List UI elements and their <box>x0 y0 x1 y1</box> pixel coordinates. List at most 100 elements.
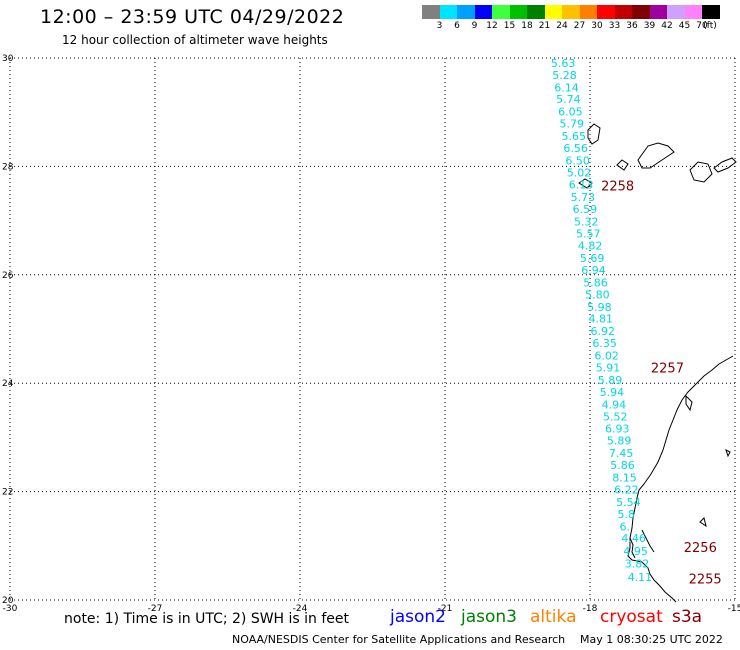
wave-height-value: 5.94 <box>600 386 625 399</box>
wave-height-value: 6.56 <box>563 142 588 155</box>
legend-swatch <box>684 5 702 19</box>
wave-height-value: 5.91 <box>596 361 621 374</box>
wave-height-value: 6.93 <box>605 423 630 436</box>
lat-tick-label: 28 <box>2 162 14 172</box>
lon-tick-label: -30 <box>3 604 18 614</box>
legend-label: 39 <box>643 21 656 31</box>
lon-tick-label: -15 <box>728 604 740 614</box>
island-el-hierro <box>578 178 593 189</box>
legend-label: 15 <box>503 21 516 31</box>
wave-height-value: 5.52 <box>603 410 628 423</box>
legend-label: 27 <box>573 21 586 31</box>
wave-height-value: 5.57 <box>576 228 601 241</box>
legend-swatch <box>457 5 475 19</box>
time-marker: 2256 <box>684 541 717 556</box>
wave-height-value: 6. <box>619 520 630 533</box>
legend-label: 18 <box>521 21 533 31</box>
wave-height-value: 5.79 <box>560 118 585 131</box>
wave-height-value: 5.32 <box>574 216 599 229</box>
wave-height-value: 5.28 <box>552 69 577 82</box>
legend-swatch <box>562 5 580 19</box>
wave-height-value: 5.80 <box>585 288 610 301</box>
legend-label: 12 <box>486 21 498 31</box>
legend-label: 3 <box>436 21 443 31</box>
island-tenerife <box>637 142 675 169</box>
wave-height-value: 3.82 <box>625 558 650 571</box>
time-marker-labels: 2258 2257 2256 2255 <box>601 179 722 587</box>
map-subtitle: 12 hour collection of altimeter wave hei… <box>62 33 328 47</box>
wave-height-value: 6.02 <box>594 350 619 363</box>
wave-height-value: 5.69 <box>580 252 605 265</box>
wave-height-value: 4.82 <box>578 240 603 253</box>
legend-label: 6 <box>454 21 460 31</box>
wave-height-value: 5.65 <box>561 130 586 143</box>
wave-height-value: 6.92 <box>590 325 615 338</box>
legend-label: 42 <box>661 21 673 31</box>
wave-height-value: 6.50 <box>565 154 590 167</box>
legend-label: 45 <box>678 21 691 31</box>
wave-height-value: 4.11 <box>628 571 653 584</box>
island-gran-canaria <box>689 161 713 183</box>
time-marker: 2255 <box>689 572 722 587</box>
cape-blanc-peninsula <box>629 537 636 559</box>
wave-height-value: 4.81 <box>589 313 614 326</box>
color-legend-labels: 3 6 9 12 15 18 21 24 27 30 33 36 39 42 45 70 (ft) <box>422 21 740 33</box>
wave-height-value: 5.89 <box>598 374 623 387</box>
legend-swatch <box>649 5 667 19</box>
color-legend <box>422 5 720 19</box>
wave-height-value: 6.22 <box>614 483 639 496</box>
wave-height-value: 5.74 <box>556 93 581 106</box>
legend-label: 9 <box>471 21 478 31</box>
lat-tick-label: 22 <box>2 488 13 498</box>
credit-footer: NOAA/NESDIS Center for Satellite Applica… <box>232 633 723 646</box>
wave-height-value: 4.46 <box>621 532 646 545</box>
satellite-cryosat: cryosat <box>600 607 663 627</box>
wave-height-value: 8.15 <box>612 472 637 485</box>
legend-label: 24 <box>556 21 568 31</box>
lon-tick-label: -21 <box>438 604 453 614</box>
legend-label: 21 <box>538 21 551 31</box>
lon-tick-label: -27 <box>148 604 163 614</box>
lat-lon-grid <box>9 57 736 601</box>
legend-swatch <box>597 5 615 19</box>
island-lanzarote <box>699 517 707 528</box>
wave-height-value: 6.35 <box>592 337 617 350</box>
legend-label: 70 <box>696 21 708 31</box>
map-title: 12:00 – 23:59 UTC 04/29/2022 <box>40 6 345 28</box>
lat-tick-label: 30 <box>2 54 14 64</box>
lon-tick-label: -18 <box>583 604 598 614</box>
time-marker: 2258 <box>601 179 634 194</box>
satellite-s3a: s3a <box>672 607 703 627</box>
wave-height-value: 5.73 <box>571 191 596 204</box>
legend-label: (ft) <box>703 21 717 31</box>
wave-height-value: 4.95 <box>623 545 648 558</box>
wave-height-value: 5.86 <box>583 276 608 289</box>
legend-swatch <box>702 5 720 19</box>
wave-height-labels: 5.635.286.145.746.055.795.656.566.505.02… <box>551 57 652 584</box>
coastal-islet-north <box>725 449 731 458</box>
wave-height-value: 6.94 <box>581 264 606 277</box>
wave-height-value: 5.63 <box>551 57 576 70</box>
lat-tick-label: 20 <box>2 596 14 606</box>
coastline <box>578 123 737 603</box>
wave-height-value: 5.02 <box>567 166 592 179</box>
satellite-jason3: jason3 <box>461 607 517 627</box>
island-fuerteventura <box>713 157 737 173</box>
legend-swatch <box>422 5 440 19</box>
wave-height-value: 6.14 <box>554 81 579 94</box>
legend-label: 33 <box>608 21 621 31</box>
legend-swatch <box>492 5 510 19</box>
legend-swatch <box>544 5 562 19</box>
legend-swatch <box>527 5 545 19</box>
axis-tick-labels: -30 -27 -24 -21 -18 -15 30 28 26 24 22 20 <box>2 54 740 614</box>
wave-height-value: 5.8 <box>618 508 636 521</box>
legend-swatch <box>474 5 492 19</box>
wave-height-value: 4.94 <box>602 398 627 411</box>
time-marker: 2257 <box>651 361 684 376</box>
wave-height-value: 5.86 <box>610 459 635 472</box>
legend-label: 30 <box>591 21 603 31</box>
legend-swatch <box>509 5 527 19</box>
banc-arguin <box>641 529 655 553</box>
satellite-jason2: jason2 <box>390 607 446 627</box>
